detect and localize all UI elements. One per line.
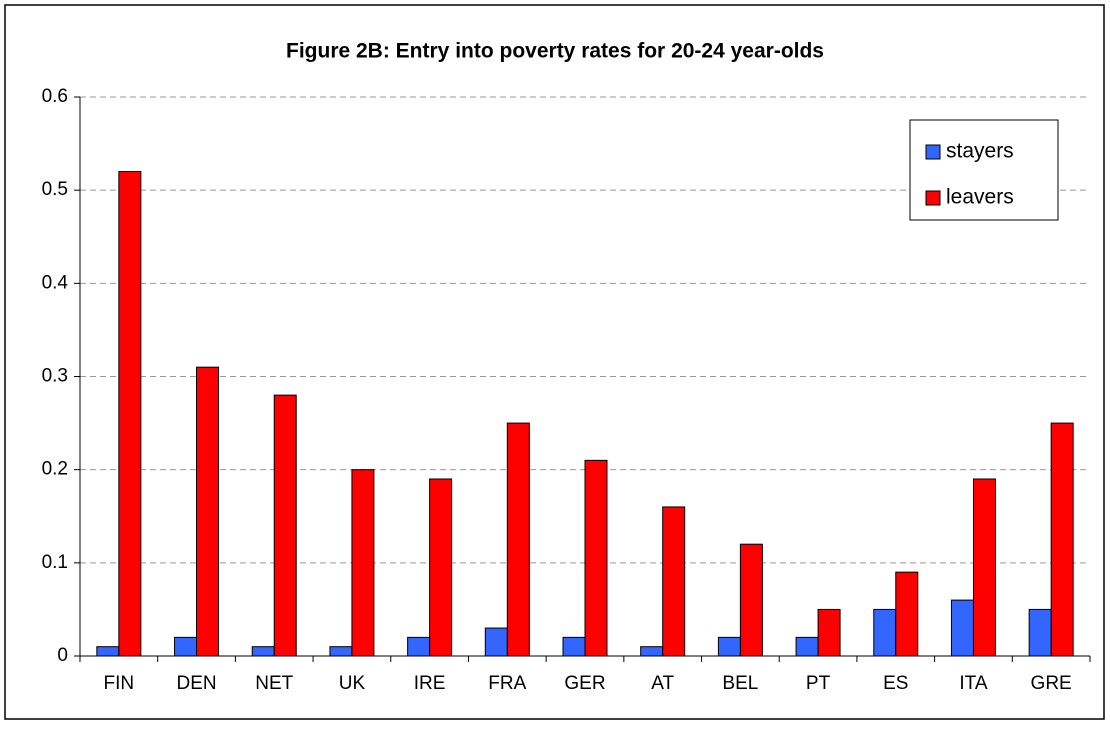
- bar: [506, 422, 530, 657]
- bar: [562, 636, 586, 657]
- bar: [817, 608, 841, 657]
- legend-label: leavers: [946, 186, 1014, 209]
- bar: [273, 394, 297, 657]
- bar: [739, 543, 763, 657]
- bar: [118, 171, 142, 657]
- legend-label: stayers: [946, 140, 1014, 163]
- x-tick-label: NET: [255, 673, 293, 694]
- bar: [640, 646, 664, 657]
- bar: [584, 459, 608, 657]
- legend-swatch: [925, 144, 941, 160]
- y-tick-label: 0.4: [42, 272, 69, 293]
- chart-title: Figure 2B: Entry into poverty rates for …: [286, 40, 824, 63]
- bar: [484, 627, 508, 657]
- x-tick-label: PT: [806, 673, 831, 694]
- bar: [972, 478, 996, 657]
- bar: [251, 646, 275, 657]
- y-tick-label: 0.3: [42, 366, 68, 387]
- bar: [950, 599, 974, 657]
- x-tick-label: UK: [339, 673, 366, 694]
- bar: [351, 469, 375, 657]
- bar: [329, 646, 353, 657]
- bar: [873, 608, 897, 657]
- bar: [717, 636, 741, 657]
- bar: [1050, 422, 1074, 657]
- chart-border: [4, 4, 1105, 720]
- y-tick-label: 0.2: [42, 459, 68, 480]
- x-tick-label: IRE: [414, 673, 446, 694]
- y-tick-label: 0.1: [42, 552, 68, 573]
- bar: [795, 636, 819, 657]
- x-tick-label: FIN: [104, 673, 135, 694]
- x-tick-label: AT: [651, 673, 674, 694]
- x-tick-label: ITA: [959, 673, 987, 694]
- bar: [174, 636, 198, 657]
- bar: [196, 366, 220, 657]
- y-tick-label: 0.6: [42, 86, 68, 107]
- bar: [662, 506, 686, 657]
- y-tick-label: 0: [57, 645, 68, 666]
- bar: [1028, 608, 1052, 657]
- x-tick-label: ES: [883, 673, 908, 694]
- x-tick-label: GRE: [1031, 673, 1072, 694]
- x-tick-label: DEN: [176, 673, 216, 694]
- bar: [895, 571, 919, 657]
- bar: [429, 478, 453, 657]
- x-tick-label: GER: [564, 673, 605, 694]
- bar: [96, 646, 120, 657]
- bar: [407, 636, 431, 657]
- legend-box: [909, 119, 1059, 221]
- x-tick-label: BEL: [722, 673, 758, 694]
- y-tick-label: 0.5: [42, 179, 68, 200]
- legend-swatch: [925, 190, 941, 206]
- x-tick-label: FRA: [488, 673, 526, 694]
